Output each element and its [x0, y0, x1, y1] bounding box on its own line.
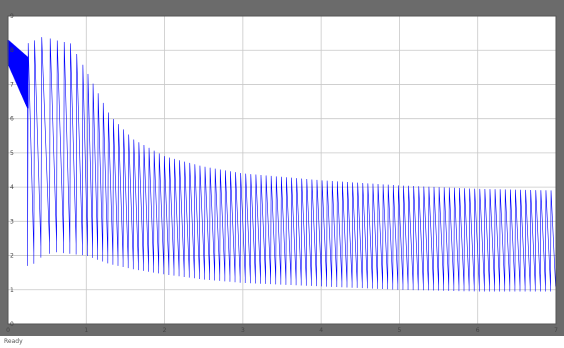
x-tick-label-4: 4: [319, 327, 323, 334]
x-tick-label-1: 1: [84, 327, 88, 334]
y-tick-label-7: 7: [10, 81, 14, 88]
y-tick-label-3: 3: [10, 218, 14, 225]
y-tick-label-9: 9: [10, 13, 14, 20]
y-tick-label-5: 5: [10, 150, 14, 157]
y-tick-label-4: 4: [10, 184, 14, 191]
x-tick-label-0: 0: [6, 327, 10, 334]
x-tick-label-7: 7: [554, 327, 558, 334]
axes-background: [8, 16, 556, 324]
y-tick-labels: 0 1 2 3 4 5 6 7 8 9: [10, 13, 14, 328]
y-tick-label-1: 1: [10, 287, 14, 294]
status-text: Ready: [4, 338, 23, 345]
signal-line: [27, 37, 556, 292]
signal-series: [7, 37, 556, 292]
x-tick-label-2: 2: [163, 327, 167, 334]
axes-border: [7, 15, 557, 325]
y-tick-label-2: 2: [10, 253, 14, 260]
y-tick-label-0: 0: [10, 321, 14, 328]
x-tick-label-5: 5: [398, 327, 402, 334]
x-tick-labels: 0 1 2 3 4 5 6 7: [6, 327, 558, 334]
x-tick-label-3: 3: [241, 327, 245, 334]
signal-initial-band: [7, 39, 29, 109]
y-tick-label-6: 6: [10, 116, 14, 123]
x-tick-label-6: 6: [476, 327, 480, 334]
y-tick-label-8: 8: [10, 47, 14, 54]
